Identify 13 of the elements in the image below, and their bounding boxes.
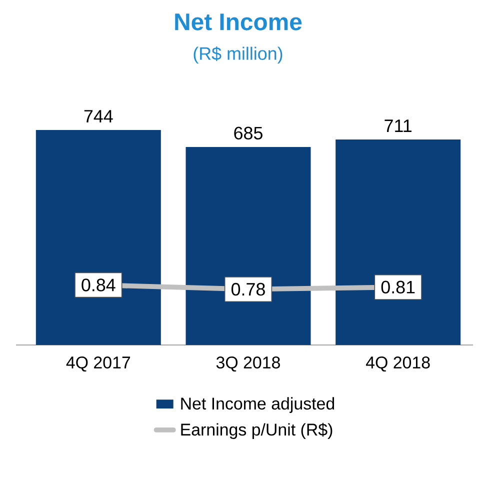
chart-title: Net Income bbox=[175, 14, 302, 30]
data-label: 0.84 bbox=[82, 278, 116, 292]
data-label: 685 bbox=[234, 126, 262, 140]
legend-label: Net Income adjusted bbox=[181, 397, 334, 413]
chart-subtitle: (R$ million) bbox=[194, 46, 282, 64]
x-tick-label: 4Q 2017 bbox=[66, 356, 130, 372]
data-label: 0.78 bbox=[232, 282, 265, 296]
data-label: 0.81 bbox=[381, 280, 415, 294]
x-tick-label: 3Q 2018 bbox=[216, 356, 280, 372]
data-label: 711 bbox=[384, 120, 412, 132]
legend-label: Earnings p/Unit (R$) bbox=[181, 422, 332, 439]
x-tick-label: 4Q 2018 bbox=[366, 356, 430, 372]
data-label: 744 bbox=[84, 110, 113, 122]
